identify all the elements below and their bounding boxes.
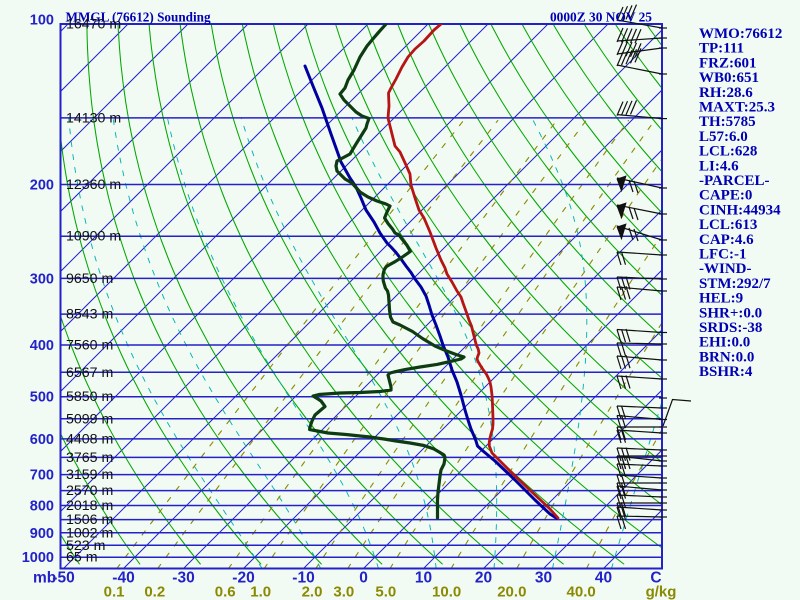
svg-text:10900 m: 10900 m (66, 229, 121, 245)
svg-text:-40: -40 (112, 570, 134, 587)
svg-text:5850 m: 5850 m (66, 389, 113, 405)
svg-text:-30: -30 (172, 570, 194, 587)
svg-text:3765 m: 3765 m (66, 450, 113, 466)
svg-text:MAXT:25.3: MAXT:25.3 (699, 100, 775, 116)
svg-text:WB0:651: WB0:651 (699, 70, 759, 86)
svg-text:L57:6.0: L57:6.0 (699, 129, 748, 145)
svg-text:2.0: 2.0 (302, 584, 323, 600)
svg-text:1.0: 1.0 (250, 584, 271, 600)
svg-text:40: 40 (595, 570, 612, 587)
svg-text:RH:28.6: RH:28.6 (699, 85, 753, 101)
svg-text:14130 m: 14130 m (66, 110, 121, 126)
svg-text:HEL:9: HEL:9 (699, 291, 743, 307)
svg-text:CAPE:0: CAPE:0 (699, 188, 752, 204)
svg-text:-PARCEL-: -PARCEL- (699, 173, 770, 189)
svg-text:TH:5785: TH:5785 (699, 114, 756, 130)
svg-text:12360 m: 12360 m (66, 177, 121, 193)
svg-text:SHR+:0.0: SHR+:0.0 (699, 305, 762, 321)
svg-text:MMGL (76612) Sounding: MMGL (76612) Sounding (66, 10, 211, 25)
svg-text:100: 100 (30, 13, 54, 29)
svg-text:10.0: 10.0 (432, 584, 461, 600)
svg-text:1002 m: 1002 m (66, 525, 113, 541)
svg-text:STM:292/7: STM:292/7 (699, 276, 771, 292)
svg-text:8543 m: 8543 m (66, 307, 113, 323)
svg-text:523 m: 523 m (66, 538, 105, 554)
svg-text:4408 m: 4408 m (66, 431, 113, 447)
svg-text:0000Z 30 NOV 25: 0000Z 30 NOV 25 (550, 10, 652, 25)
svg-text:LI:4.6: LI:4.6 (699, 158, 739, 174)
svg-text:SRDS:-38: SRDS:-38 (699, 320, 762, 336)
svg-text:g/kg: g/kg (646, 584, 677, 600)
svg-text:900: 900 (30, 526, 54, 542)
svg-text:-10: -10 (292, 570, 314, 587)
svg-text:1506 m: 1506 m (66, 512, 113, 528)
svg-text:500: 500 (30, 390, 54, 406)
svg-text:0: 0 (359, 570, 368, 587)
svg-text:mb: mb (33, 570, 56, 587)
svg-text:-50: -50 (52, 570, 74, 587)
svg-text:10: 10 (415, 570, 432, 587)
svg-text:BRN:0.0: BRN:0.0 (699, 349, 754, 365)
svg-text:40.0: 40.0 (567, 584, 596, 600)
svg-text:20.0: 20.0 (497, 584, 526, 600)
svg-text:-WIND-: -WIND- (699, 261, 752, 277)
svg-text:3159 m: 3159 m (66, 467, 113, 483)
svg-text:20: 20 (475, 570, 492, 587)
svg-text:-20: -20 (232, 570, 254, 587)
svg-text:CAP:4.6: CAP:4.6 (699, 232, 754, 248)
svg-text:CINH:44934: CINH:44934 (699, 202, 781, 218)
svg-text:2018 m: 2018 m (66, 498, 113, 514)
svg-text:WMO:76612: WMO:76612 (699, 26, 782, 42)
svg-text:LCL:613: LCL:613 (699, 217, 757, 233)
svg-text:6567 m: 6567 m (66, 365, 113, 381)
svg-text:9650 m: 9650 m (66, 271, 113, 287)
svg-text:65 m: 65 m (66, 550, 98, 566)
svg-text:5099 m: 5099 m (66, 411, 113, 427)
svg-text:800: 800 (30, 499, 54, 515)
svg-text:200: 200 (30, 178, 54, 194)
svg-text:7560 m: 7560 m (66, 338, 113, 354)
svg-text:BSHR:4: BSHR:4 (699, 364, 753, 380)
svg-text:FRZ:601: FRZ:601 (699, 55, 757, 71)
svg-text:16470 m: 16470 m (66, 17, 121, 33)
svg-text:1000: 1000 (22, 550, 54, 566)
svg-text:5.0: 5.0 (375, 584, 396, 600)
svg-text:0.2: 0.2 (144, 584, 165, 600)
svg-text:700: 700 (30, 468, 54, 484)
svg-text:0.6: 0.6 (215, 584, 236, 600)
svg-text:TP:111: TP:111 (699, 41, 744, 57)
svg-text:400: 400 (30, 338, 54, 354)
svg-text:0.1: 0.1 (104, 584, 125, 600)
svg-text:600: 600 (30, 432, 54, 448)
svg-text:EHI:0.0: EHI:0.0 (699, 335, 750, 351)
svg-text:30: 30 (535, 570, 552, 587)
svg-text:3.0: 3.0 (333, 584, 354, 600)
svg-text:LFC:-1: LFC:-1 (699, 247, 747, 263)
svg-text:LCL:628: LCL:628 (699, 144, 757, 160)
svg-text:300: 300 (30, 271, 54, 287)
svg-text:C: C (650, 570, 661, 587)
svg-text:2570 m: 2570 m (66, 483, 113, 499)
